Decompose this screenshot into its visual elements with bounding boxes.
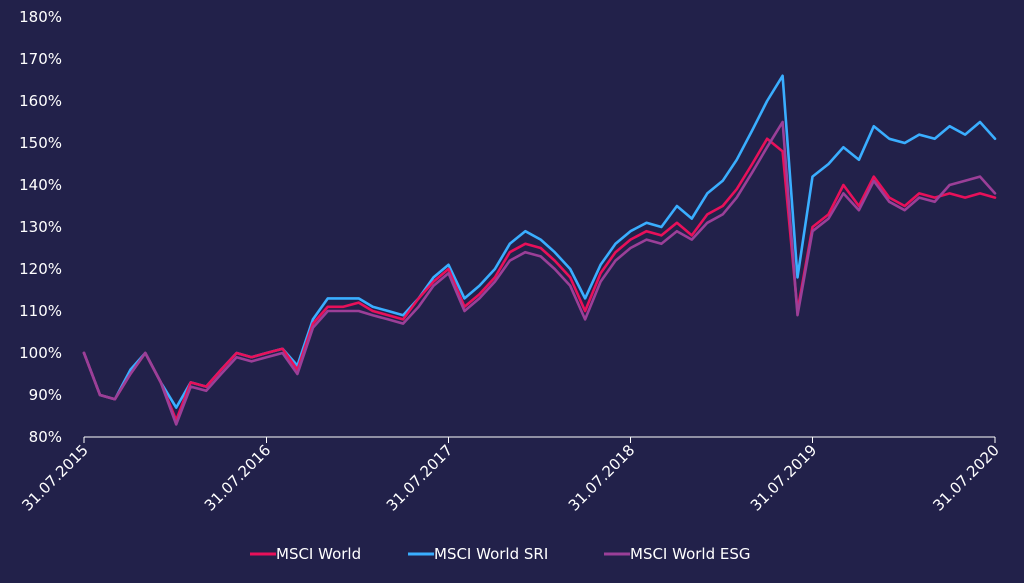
y-axis: 80% 90% 100% 110% 120% 130% 140% 150% 160% 170% 18… — [19, 8, 62, 446]
x-axis: 31.07.2015 31.07.2016 31.07.2017 31.07.2018… — [18, 436, 1003, 515]
legend-label: MSCI World — [276, 545, 361, 563]
x-tick-label: 31.07.2015 — [18, 441, 91, 514]
legend: MSCI World MSCI World SRI MSCI World ESG — [250, 545, 751, 563]
legend-label: MSCI World SRI — [434, 545, 548, 563]
y-tick-label: 110% — [19, 302, 62, 320]
series-line-msci-world-sri — [82, 74, 997, 409]
y-tick-label: 160% — [19, 92, 62, 110]
legend-item: MSCI World ESG — [604, 545, 751, 563]
x-tick-label: 31.07.2020 — [929, 441, 1002, 514]
y-tick-label: 80% — [29, 428, 62, 446]
x-tick-label: 31.07.2018 — [565, 441, 638, 514]
series-lines — [82, 74, 997, 426]
legend-item: MSCI World — [250, 545, 361, 563]
y-tick-label: 170% — [19, 50, 62, 68]
y-tick-label: 180% — [19, 8, 62, 26]
x-tick-label: 31.07.2017 — [383, 441, 456, 514]
y-tick-label: 120% — [19, 260, 62, 278]
x-tick-label: 31.07.2019 — [747, 441, 820, 514]
legend-item: MSCI World SRI — [408, 545, 548, 563]
y-tick-label: 130% — [19, 218, 62, 236]
x-tick-label: 31.07.2016 — [201, 441, 274, 514]
y-tick-label: 140% — [19, 176, 62, 194]
y-tick-label: 100% — [19, 344, 62, 362]
y-tick-label: 150% — [19, 134, 62, 152]
y-tick-label: 90% — [29, 386, 62, 404]
legend-label: MSCI World ESG — [630, 545, 751, 563]
series-line-msci-world-esg — [82, 120, 997, 426]
series-line-msci-world — [82, 137, 997, 422]
